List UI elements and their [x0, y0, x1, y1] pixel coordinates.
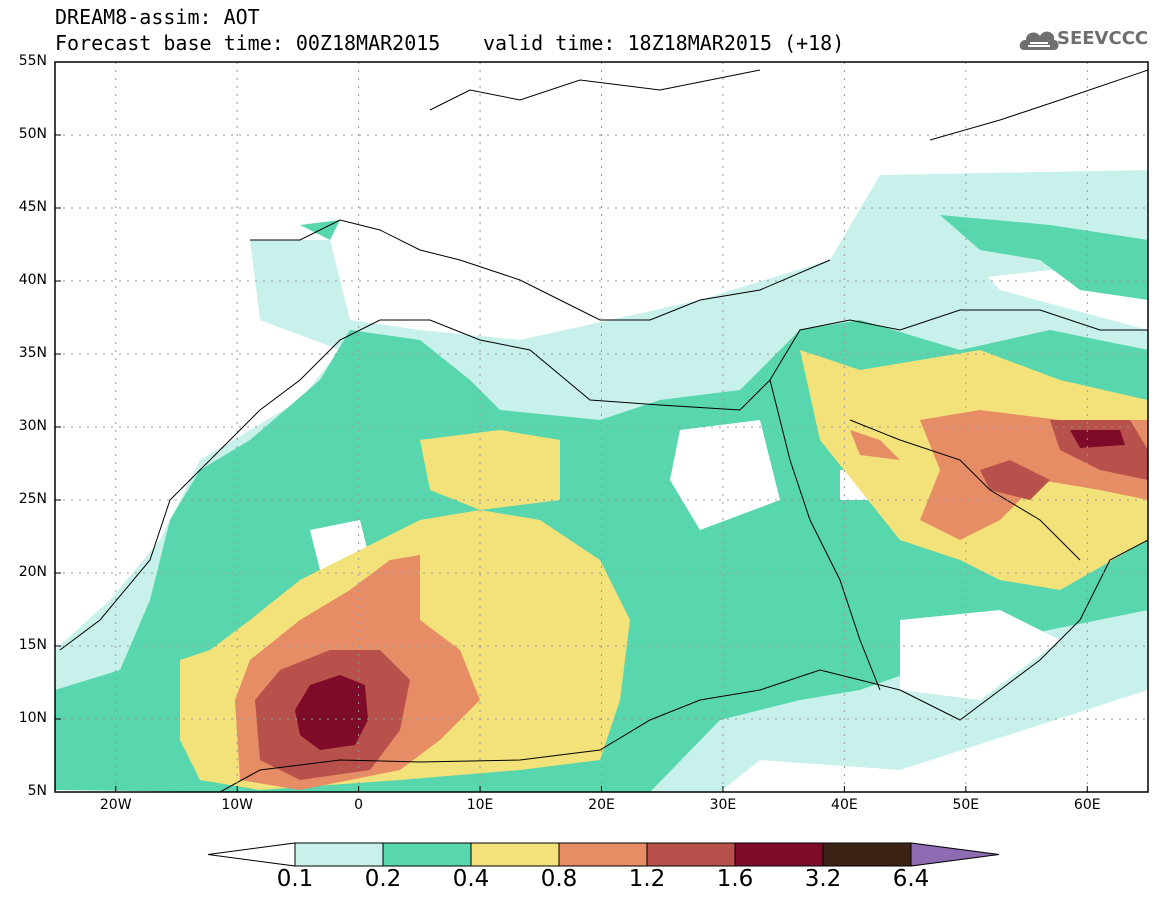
colorbar-tick-label: 0.4	[452, 866, 490, 892]
lat-tick-label: 20N	[18, 564, 47, 580]
lat-tick-label: 30N	[18, 418, 47, 434]
colorbar-box	[294, 842, 384, 867]
colorbar-box	[470, 842, 560, 867]
axis-ticks	[55, 61, 1088, 793]
lat-tick-label: 35N	[18, 345, 47, 361]
gridlines	[55, 61, 1148, 793]
colorbar-max-arrow	[910, 842, 1000, 867]
valid-time: valid time: 18Z18MAR2015 (+18)	[483, 31, 845, 55]
colorbar-tick-label: 3.2	[804, 866, 842, 892]
colorbar-box	[382, 842, 472, 867]
colorbar-tick-label: 0.1	[276, 866, 314, 892]
lat-tick-label: 10N	[18, 710, 47, 726]
lat-tick-label: 15N	[18, 637, 47, 653]
coastlines	[59, 69, 1148, 792]
chart-title: DREAM8-assim: AOT	[55, 5, 260, 29]
colorbar-box	[558, 842, 648, 867]
colorbar-min-arrow	[207, 842, 296, 867]
colorbar-box	[822, 842, 912, 867]
lon-tick-label: 20E	[588, 797, 615, 813]
aot-1.6-region	[295, 675, 368, 750]
colorbar-tick-label: 1.2	[628, 866, 666, 892]
colorbar-box	[646, 842, 736, 867]
colorbar-tick-label: 0.8	[540, 866, 578, 892]
lon-tick-label: 20W	[99, 797, 132, 813]
colorbar-box	[734, 842, 824, 867]
lat-tick-label: 40N	[18, 272, 47, 288]
lat-tick-label: 55N	[18, 53, 47, 69]
colorbar-tick-label: 6.4	[892, 866, 930, 892]
lat-tick-label: 25N	[18, 491, 47, 507]
lat-tick-label: 5N	[27, 783, 47, 799]
seevccc-logo-text: SEEVCCC	[1057, 28, 1149, 49]
lon-tick-label: 0	[354, 797, 364, 813]
lat-tick-label: 50N	[18, 126, 47, 142]
lat-tick-label: 45N	[18, 199, 47, 215]
cloud-logo-icon	[1019, 31, 1059, 50]
forecast-base-time: Forecast base time: 00Z18MAR2015	[55, 31, 441, 55]
colorbar-tick-label: 1.6	[716, 866, 754, 892]
lon-tick-label: 10W	[221, 797, 253, 813]
lon-tick-label: 50E	[952, 797, 980, 813]
lon-tick-label: 10E	[466, 797, 494, 813]
colorbar-tick-label: 0.2	[364, 866, 402, 892]
lon-tick-label: 40E	[831, 797, 858, 813]
lon-tick-label: 60E	[1073, 797, 1101, 813]
lon-tick-label: 30E	[709, 797, 737, 813]
